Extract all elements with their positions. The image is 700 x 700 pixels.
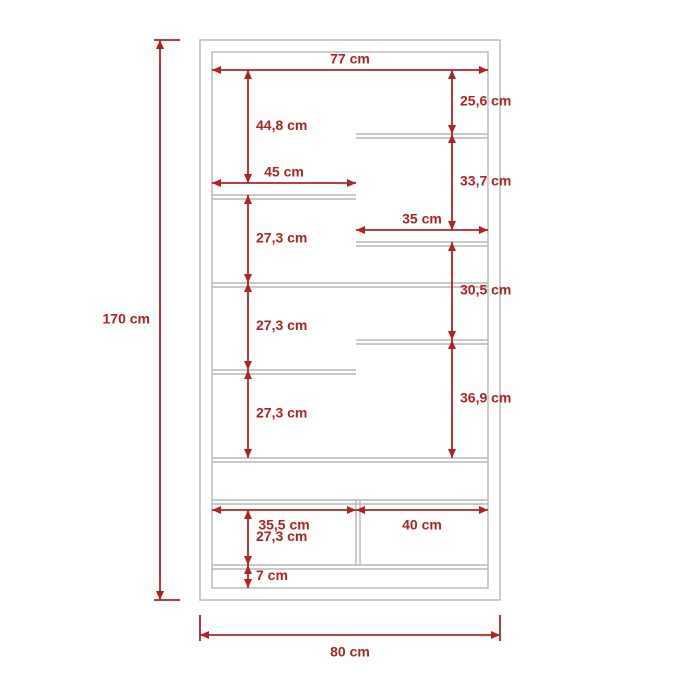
svg-text:27,3 cm: 27,3 cm xyxy=(256,230,307,246)
svg-text:33,7 cm: 33,7 cm xyxy=(460,173,511,189)
svg-text:7 cm: 7 cm xyxy=(256,567,288,583)
svg-text:77 cm: 77 cm xyxy=(330,51,370,67)
svg-text:35 cm: 35 cm xyxy=(402,211,442,227)
svg-text:170 cm: 170 cm xyxy=(103,311,150,327)
svg-text:27,3 cm: 27,3 cm xyxy=(256,405,307,421)
svg-text:27,3 cm: 27,3 cm xyxy=(256,317,307,333)
svg-text:27,3 cm: 27,3 cm xyxy=(256,528,307,544)
svg-text:25,6 cm: 25,6 cm xyxy=(460,93,511,109)
svg-text:36,9 cm: 36,9 cm xyxy=(460,390,511,406)
svg-text:30,5 cm: 30,5 cm xyxy=(460,282,511,298)
svg-text:44,8 cm: 44,8 cm xyxy=(256,117,307,133)
svg-text:45 cm: 45 cm xyxy=(264,164,304,180)
svg-text:80 cm: 80 cm xyxy=(330,644,370,660)
dimension-drawing: 170 cm80 cm77 cm45 cm35 cm35,5 cm40 cm44… xyxy=(0,0,700,700)
svg-text:40 cm: 40 cm xyxy=(402,517,442,533)
